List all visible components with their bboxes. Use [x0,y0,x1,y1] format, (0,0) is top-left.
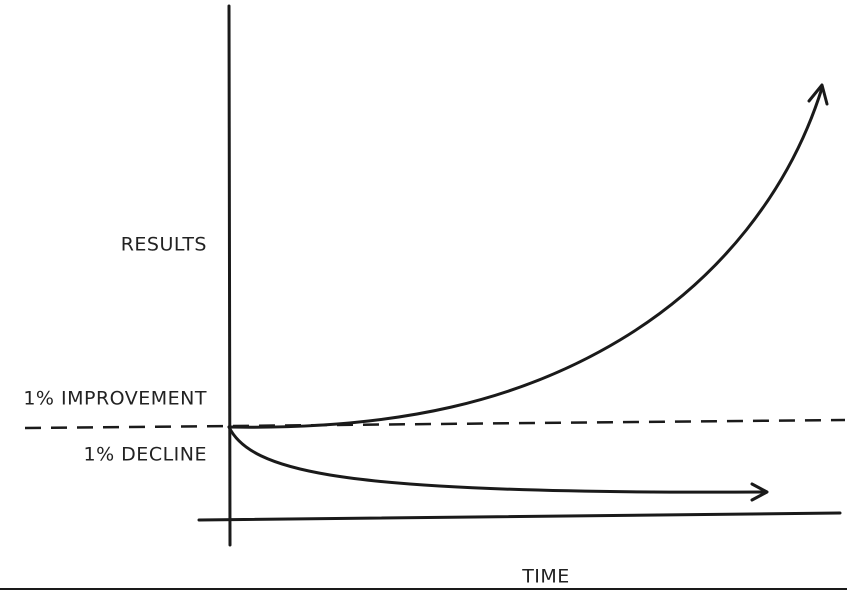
y-axis [227,4,232,547]
decline-curve [227,425,767,494]
x-axis [197,511,842,522]
improvement-arrowhead [807,83,829,106]
x-axis-label: TIME [521,566,570,588]
decline-arrowhead [750,482,769,502]
curve-label: 1% IMPROVEMENT [23,388,207,410]
curve-label: 1% DECLINE [84,444,208,466]
y-axis-label: RESULTS [121,234,207,256]
baseline [24,418,846,430]
improvement-curve [227,86,824,429]
